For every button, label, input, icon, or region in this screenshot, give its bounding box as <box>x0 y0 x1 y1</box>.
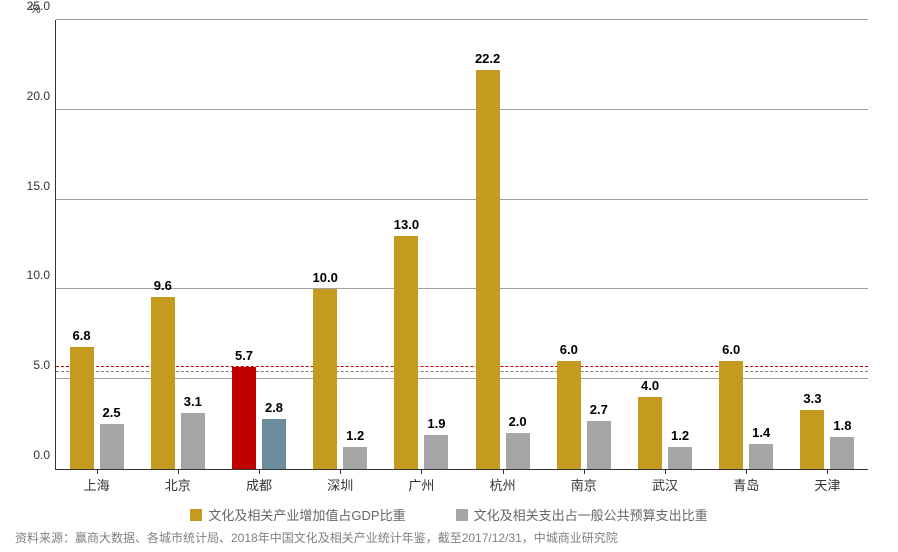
bar-series2: 2.5 <box>100 424 124 469</box>
x-tick-label: 成都 <box>246 475 272 494</box>
x-tick <box>97 469 98 474</box>
x-tick <box>503 469 504 474</box>
bar-value-label: 6.0 <box>560 342 578 357</box>
y-tick-label: 15.0 <box>27 179 50 193</box>
x-tick <box>421 469 422 474</box>
x-tick-label: 武汉 <box>652 475 678 494</box>
y-tick-label: 0.0 <box>33 448 50 462</box>
bar-series1: 6.0 <box>557 361 581 469</box>
bar-series2: 1.2 <box>668 447 692 469</box>
bar-value-label: 22.2 <box>475 51 500 66</box>
bar-group: 4.01.2武汉 <box>624 20 705 469</box>
bar-value-label: 5.7 <box>235 348 253 363</box>
bar-series2: 2.0 <box>506 433 530 469</box>
bar-series2: 1.4 <box>749 444 773 469</box>
legend-label-1: 文化及相关产业增加值占GDP比重 <box>208 505 405 524</box>
bar-value-label: 1.2 <box>346 428 364 443</box>
bar-series2: 3.1 <box>181 413 205 469</box>
bar-value-label: 2.5 <box>103 405 121 420</box>
bar-value-label: 10.0 <box>313 270 338 285</box>
x-tick <box>178 469 179 474</box>
bar-value-label: 1.9 <box>427 416 445 431</box>
bar-series2: 2.8 <box>262 419 286 469</box>
bar-series1: 10.0 <box>313 289 337 469</box>
bar-series1: 9.6 <box>151 297 175 469</box>
bar-group: 5.72.8成都 <box>218 20 299 469</box>
x-tick-label: 南京 <box>571 475 597 494</box>
y-tick-label: 25.0 <box>27 0 50 13</box>
x-tick <box>584 469 585 474</box>
plot-area: 0.05.010.015.020.025.06.82.5上海9.63.1北京5.… <box>55 20 868 470</box>
x-tick-label: 广州 <box>408 475 434 494</box>
bar-value-label: 2.8 <box>265 400 283 415</box>
bar-series1: 22.2 <box>476 70 500 469</box>
y-tick-label: 20.0 <box>27 89 50 103</box>
bar-value-label: 3.3 <box>803 391 821 406</box>
bar-series1: 6.8 <box>70 347 94 469</box>
bar-series2: 1.9 <box>424 435 448 469</box>
legend: 文化及相关产业增加值占GDP比重 文化及相关支出占一般公共预算支出比重 <box>0 505 898 524</box>
bar-series2: 2.7 <box>587 421 611 469</box>
chart-container: % 0.05.010.015.020.025.06.82.5上海9.63.1北京… <box>0 0 898 552</box>
bar-value-label: 1.8 <box>833 418 851 433</box>
bar-group: 13.01.9广州 <box>381 20 462 469</box>
x-tick <box>259 469 260 474</box>
bar-value-label: 1.4 <box>752 425 770 440</box>
x-tick <box>340 469 341 474</box>
bar-value-label: 4.0 <box>641 378 659 393</box>
bar-series1: 13.0 <box>394 236 418 469</box>
bar-group: 6.02.7南京 <box>543 20 624 469</box>
x-tick-label: 杭州 <box>490 475 516 494</box>
bar-series1: 4.0 <box>638 397 662 469</box>
bar-groups: 6.82.5上海9.63.1北京5.72.8成都10.01.2深圳13.01.9… <box>56 20 868 469</box>
bar-value-label: 6.0 <box>722 342 740 357</box>
legend-label-2: 文化及相关支出占一般公共预算支出比重 <box>474 505 708 524</box>
legend-swatch-1 <box>190 509 202 521</box>
bar-value-label: 9.6 <box>154 278 172 293</box>
x-tick <box>827 469 828 474</box>
bar-series2: 1.2 <box>343 447 367 469</box>
bar-value-label: 6.8 <box>73 328 91 343</box>
bar-group: 6.01.4青岛 <box>706 20 787 469</box>
source-text: 资料来源：赢商大数据、各城市统计局、2018年中国文化及相关产业统计年鉴，截至2… <box>15 529 883 546</box>
bar-group: 3.31.8天津 <box>787 20 868 469</box>
y-tick-label: 10.0 <box>27 268 50 282</box>
bar-series1: 6.0 <box>719 361 743 469</box>
bar-group: 10.01.2深圳 <box>300 20 381 469</box>
bar-group: 22.22.0杭州 <box>462 20 543 469</box>
x-tick-label: 深圳 <box>327 475 353 494</box>
x-tick <box>746 469 747 474</box>
bar-value-label: 2.0 <box>509 414 527 429</box>
x-tick <box>665 469 666 474</box>
x-tick-label: 北京 <box>165 475 191 494</box>
y-tick-label: 5.0 <box>33 358 50 372</box>
bar-value-label: 13.0 <box>394 217 419 232</box>
legend-item-series1: 文化及相关产业增加值占GDP比重 <box>190 505 405 524</box>
bar-series1: 5.7 <box>232 367 256 469</box>
x-tick-label: 上海 <box>84 475 110 494</box>
x-tick-label: 天津 <box>814 475 840 494</box>
x-tick-label: 青岛 <box>733 475 759 494</box>
legend-item-series2: 文化及相关支出占一般公共预算支出比重 <box>456 505 708 524</box>
bar-series2: 1.8 <box>830 437 854 469</box>
bar-series1: 3.3 <box>800 410 824 469</box>
bar-value-label: 3.1 <box>184 394 202 409</box>
bar-group: 6.82.5上海 <box>56 20 137 469</box>
bar-value-label: 2.7 <box>590 402 608 417</box>
legend-swatch-2 <box>456 509 468 521</box>
bar-group: 9.63.1北京 <box>137 20 218 469</box>
bar-value-label: 1.2 <box>671 428 689 443</box>
